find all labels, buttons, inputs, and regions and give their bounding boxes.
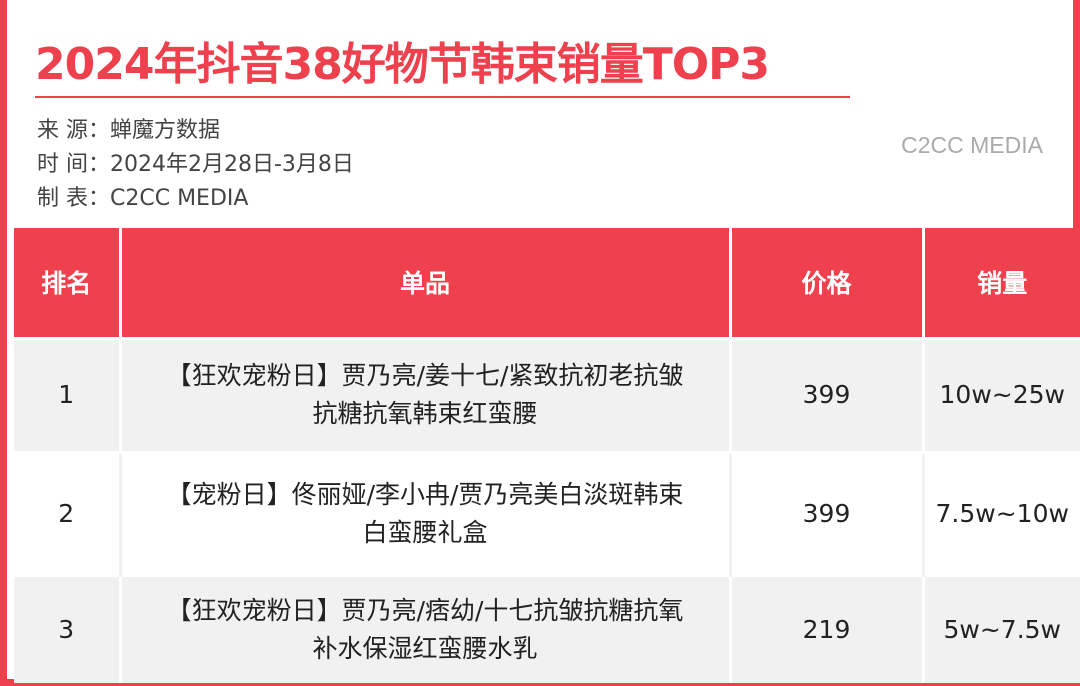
header-rank: 排名 [14, 228, 122, 338]
price-cell: 399 [730, 336, 925, 452]
product-cell: 【宠粉日】佟丽娅/李小冉/贾乃亮美白淡斑韩束白蛮腰礼盒 [120, 450, 732, 575]
product-cell: 【狂欢宠粉日】贾乃亮/痞幼/十七抗皱抗糖抗氧补水保湿红蛮腰水乳 [120, 573, 732, 683]
table-row: 1 【狂欢宠粉日】贾乃亮/姜十七/紧致抗初老抗皱抗糖抗氧韩束红蛮腰 399 10… [14, 336, 1080, 452]
table-row: 2 【宠粉日】佟丽娅/李小冉/贾乃亮美白淡斑韩束白蛮腰礼盒 399 7.5w~1… [14, 450, 1080, 575]
rank-cell: 3 [14, 573, 122, 683]
title-underline [35, 96, 850, 98]
price-cell: 399 [730, 450, 925, 575]
header-row: 排名 单品 价格 销量 [14, 228, 1080, 338]
time-line: 时 间：2024年2月28日-3月8日 [37, 152, 354, 177]
header-price: 价格 [730, 228, 925, 338]
page-title: 2024年抖音38好物节韩束销量TOP3 [35, 39, 770, 90]
sales-cell: 10w~25w [923, 336, 1080, 452]
source-line: 来 源：蝉魔方数据 [37, 118, 220, 143]
sales-table: 排名 单品 价格 销量 1 【狂欢宠粉日】贾乃亮/姜十七/紧致抗初老抗皱抗糖抗氧… [14, 228, 1080, 683]
rank-cell: 1 [14, 336, 122, 452]
price-cell: 219 [730, 573, 925, 683]
product-cell: 【狂欢宠粉日】贾乃亮/姜十七/紧致抗初老抗皱抗糖抗氧韩束红蛮腰 [120, 336, 732, 452]
sales-cell: 5w~7.5w [923, 573, 1080, 683]
sales-cell: 7.5w~10w [923, 450, 1080, 575]
maker-line: 制 表：C2CC MEDIA [37, 186, 249, 211]
header-sales: 销量 [923, 228, 1080, 338]
table-row: 3 【狂欢宠粉日】贾乃亮/痞幼/十七抗皱抗糖抗氧补水保湿红蛮腰水乳 219 5w… [14, 573, 1080, 683]
header-product: 单品 [120, 228, 732, 338]
brand-watermark: C2CC MEDIA [901, 132, 1043, 158]
rank-cell: 2 [14, 450, 122, 575]
